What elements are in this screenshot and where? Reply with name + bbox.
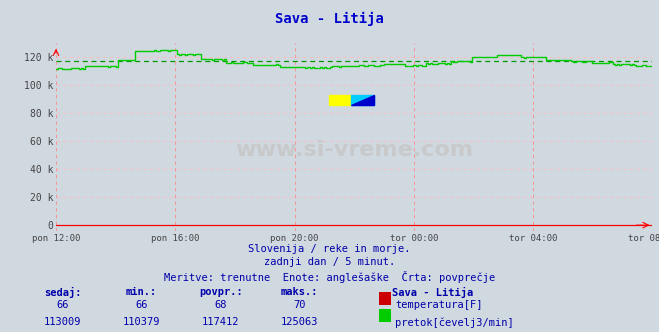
- Text: sedaj:: sedaj:: [44, 287, 81, 298]
- Text: 66: 66: [57, 300, 69, 310]
- Text: 117412: 117412: [202, 317, 239, 327]
- Text: temperatura[F]: temperatura[F]: [395, 300, 483, 310]
- Bar: [351, 95, 374, 105]
- Text: 70: 70: [294, 300, 306, 310]
- Text: 125063: 125063: [281, 317, 318, 327]
- Text: Sava - Litija: Sava - Litija: [275, 12, 384, 26]
- Text: min.:: min.:: [126, 287, 158, 297]
- Text: povpr.:: povpr.:: [199, 287, 243, 297]
- Text: Sava - Litija: Sava - Litija: [392, 287, 473, 298]
- Text: maks.:: maks.:: [281, 287, 318, 297]
- Bar: [329, 95, 351, 105]
- Text: 113009: 113009: [44, 317, 81, 327]
- Polygon shape: [351, 95, 374, 105]
- Text: 68: 68: [215, 300, 227, 310]
- Text: www.si-vreme.com: www.si-vreme.com: [235, 140, 473, 160]
- Text: 110379: 110379: [123, 317, 160, 327]
- Text: Slovenija / reke in morje.: Slovenija / reke in morje.: [248, 244, 411, 254]
- Text: pretok[čevelj3/min]: pretok[čevelj3/min]: [395, 317, 514, 328]
- Text: 66: 66: [136, 300, 148, 310]
- Text: Meritve: trenutne  Enote: anglešaške  Črta: povprečje: Meritve: trenutne Enote: anglešaške Črta…: [164, 271, 495, 283]
- Text: zadnji dan / 5 minut.: zadnji dan / 5 minut.: [264, 257, 395, 267]
